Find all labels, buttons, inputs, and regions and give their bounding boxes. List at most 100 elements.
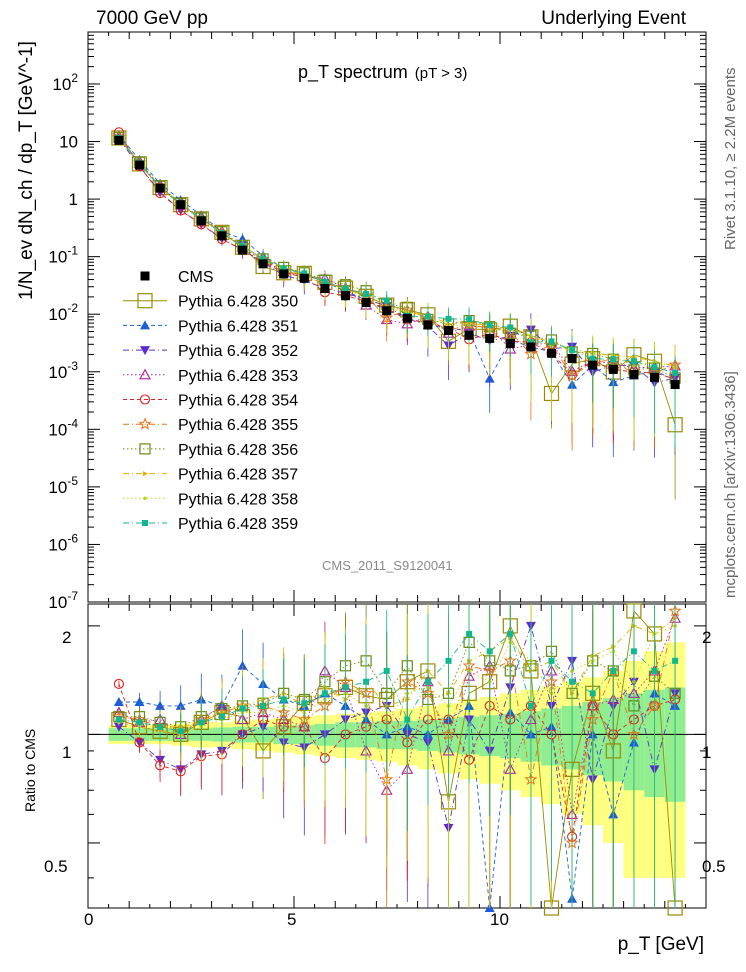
ratio-tick-0-5-right: 0.5 [702, 857, 726, 876]
reference-layer [114, 135, 680, 390]
legend-entry-0: CMS [140, 269, 214, 286]
ratio-point [175, 700, 186, 710]
ratio-point [218, 713, 225, 720]
cms-point [567, 354, 577, 364]
legend-entry-8: Pythia 6.428 357 [123, 467, 298, 484]
y-tick-exp: -7 [67, 589, 78, 603]
ratio-point [134, 696, 145, 706]
legend-label: Pythia 6.428 350 [178, 294, 298, 311]
ratio-point [237, 660, 248, 670]
series-ratio-line [118, 641, 676, 728]
data-point [527, 339, 534, 346]
ratio-point [178, 724, 184, 730]
y-tick-label: 10-2 [48, 301, 78, 324]
cms-point [485, 333, 495, 343]
ratio-point [239, 705, 246, 712]
series-ratio-line [118, 610, 676, 843]
legend-entry-5: Pythia 6.428 354 [123, 393, 298, 410]
header-right: Underlying Event [541, 8, 686, 29]
series-ratio-line [118, 633, 676, 732]
cms-point [650, 372, 659, 382]
legend-label: Pythia 6.428 354 [178, 393, 298, 410]
legend-label: Pythia 6.428 357 [178, 467, 298, 484]
legend-label: Pythia 6.428 358 [178, 491, 298, 508]
legend-label: Pythia 6.428 351 [178, 318, 298, 335]
y-axis-title: 1/N_ev dN_ch / dp_T [GeV^-1] [16, 41, 37, 300]
y-tick-label: 102 [52, 71, 78, 94]
ratio-point [136, 719, 143, 726]
data-point [260, 256, 267, 263]
cms-point [402, 313, 412, 323]
legend-entry-3: Pythia 6.428 352 [123, 343, 298, 360]
cms-point [176, 200, 186, 210]
data-point [569, 347, 576, 354]
ratio-point [651, 667, 658, 674]
y-tick-label: 10-7 [48, 589, 78, 612]
x-tick-label-0: 0 [84, 910, 94, 929]
chart-title-text: p_T spectrum [298, 62, 408, 82]
cms-point [361, 297, 371, 307]
ratio-point [405, 696, 411, 702]
data-point [486, 322, 493, 329]
ratio-point [527, 702, 534, 709]
cms-point [629, 369, 639, 379]
ratio-point [528, 668, 534, 674]
y-tick-exp: -3 [67, 359, 78, 373]
cms-point [444, 326, 453, 336]
cms-point [547, 348, 556, 358]
ratio-point [115, 716, 122, 723]
ratio-point [445, 657, 452, 664]
data-point [589, 355, 596, 362]
series-ratio-line [118, 617, 676, 728]
series-main-line [118, 138, 676, 384]
series-main-line [118, 138, 676, 368]
series-main-line [118, 137, 676, 374]
ratio-point [261, 696, 267, 702]
x-tick-label-5: 5 [287, 910, 297, 929]
series-ratio-line [118, 665, 676, 909]
series-main-line [118, 137, 676, 377]
ratio-point [425, 668, 431, 674]
cms-point [217, 231, 227, 241]
ratio-point [113, 722, 124, 732]
cms-point [341, 291, 350, 301]
cms-point [135, 160, 144, 170]
legend-label: Pythia 6.428 355 [178, 417, 298, 434]
cms-point [258, 259, 268, 269]
ratio-point [548, 657, 555, 664]
ratio-point [466, 630, 473, 637]
ratio-point [630, 648, 637, 655]
y-tick-label: 10 [59, 133, 78, 152]
legend-entry-6: Pythia 6.428 355 [123, 417, 298, 434]
cms-point [670, 380, 680, 390]
series-layer [111, 127, 683, 916]
ratio-point [486, 648, 493, 655]
series-ratio-line [118, 618, 676, 815]
ratio-point [384, 703, 390, 709]
ratio-point [569, 678, 576, 685]
cms-point [320, 283, 330, 293]
data-point [651, 364, 658, 371]
legend-entry-2: Pythia 6.428 351 [123, 318, 298, 335]
y-tick-exp: -5 [67, 474, 78, 488]
data-point [424, 313, 431, 320]
cms-point [608, 364, 618, 374]
cms-point [588, 360, 598, 370]
cms-point [464, 330, 474, 340]
side-label-top: Rivet 3.1.10, ≥ 2.2M events [722, 67, 739, 251]
cms-point [114, 135, 124, 145]
legend-label: Pythia 6.428 353 [178, 368, 298, 385]
legend-entry-1: Pythia 6.428 350 [123, 293, 298, 311]
y-tick-label: 10-3 [48, 359, 78, 382]
data-point [280, 265, 287, 272]
side-label-bottom: mcplots.cern.ch [arXiv:1306.3436] [722, 371, 739, 598]
y-tick-label: 10-4 [48, 416, 78, 439]
ratio-point [363, 678, 370, 685]
ratio-tick-2: 2 [62, 628, 72, 647]
y-tick-exp: -1 [67, 244, 78, 258]
ratio-point [113, 678, 124, 690]
cms-point [279, 269, 289, 279]
series-main-line [118, 136, 676, 372]
cms-point [526, 342, 536, 352]
